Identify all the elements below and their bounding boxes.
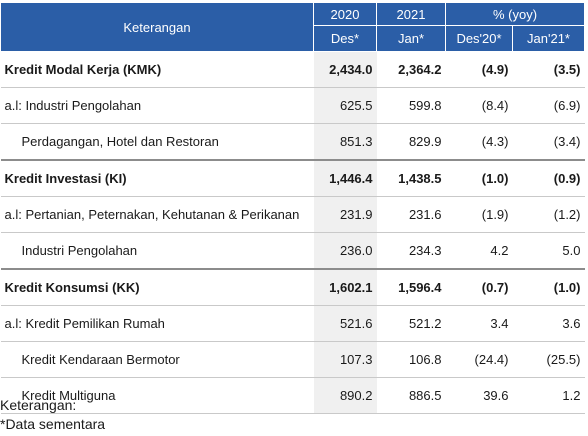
cell-yoy-dec: 3.4 xyxy=(445,305,513,342)
cell-yoy-dec: (1.9) xyxy=(445,196,513,233)
cell-yoy-jan: (3.5) xyxy=(512,51,585,88)
notes-title: Keterangan: xyxy=(0,397,77,413)
cell-2021: 599.8 xyxy=(376,87,446,124)
cell-yoy-dec: (8.4) xyxy=(445,87,513,124)
cell-2021: 2,364.2 xyxy=(376,51,446,88)
row-label: Kredit Kendaraan Bermotor xyxy=(0,341,314,378)
cell-2021: 1,596.4 xyxy=(376,269,446,306)
header-sub-2020: Des* xyxy=(313,25,377,52)
table-row: Perdagangan, Hotel dan Restoran 851.3 82… xyxy=(0,123,585,161)
row-label: Kredit Multiguna xyxy=(0,377,314,414)
cell-2021: 521.2 xyxy=(376,305,446,342)
cell-2021: 106.8 xyxy=(376,341,446,378)
cell-2021: 886.5 xyxy=(376,377,446,414)
cell-2021: 829.9 xyxy=(376,123,446,161)
row-label: Industri Pengolahan xyxy=(0,232,314,270)
cell-yoy-jan: (0.9) xyxy=(512,160,585,197)
row-label: a.l: Pertanian, Peternakan, Kehutanan & … xyxy=(0,196,314,233)
cell-2020: 521.6 xyxy=(313,305,377,342)
notes: Keterangan: *Data sementara xyxy=(0,396,105,434)
cell-2020: 2,434.0 xyxy=(313,51,377,88)
cell-yoy-jan: 1.2 xyxy=(512,377,585,414)
cell-2021: 231.6 xyxy=(376,196,446,233)
cell-2020: 890.2 xyxy=(313,377,377,414)
cell-yoy-dec: 4.2 xyxy=(445,232,513,270)
cell-2021: 1,438.5 xyxy=(376,160,446,197)
table-row-kmk: Kredit Modal Kerja (KMK) 2,434.0 2,364.2… xyxy=(0,51,585,88)
cell-2020: 1,446.4 xyxy=(313,160,377,197)
header-sub-2021: Jan* xyxy=(376,25,446,52)
cell-yoy-jan: (6.9) xyxy=(512,87,585,124)
table-row: a.l: Industri Pengolahan 625.5 599.8 (8.… xyxy=(0,87,585,124)
cell-yoy-jan: 3.6 xyxy=(512,305,585,342)
cell-yoy-jan: (25.5) xyxy=(512,341,585,378)
cell-yoy-jan: (3.4) xyxy=(512,123,585,161)
cell-yoy-jan: (1.0) xyxy=(512,269,585,306)
cell-2020: 231.9 xyxy=(313,196,377,233)
cell-2021: 234.3 xyxy=(376,232,446,270)
cell-yoy-dec: (4.3) xyxy=(445,123,513,161)
table-row: a.l: Kredit Pemilikan Rumah 521.6 521.2 … xyxy=(0,305,585,342)
row-label: Kredit Modal Kerja (KMK) xyxy=(0,51,314,88)
cell-2020: 1,602.1 xyxy=(313,269,377,306)
header-sub-yoy-dec: Des'20* xyxy=(445,25,513,52)
table-row: a.l: Pertanian, Peternakan, Kehutanan & … xyxy=(0,196,585,233)
table-row-kk: Kredit Konsumsi (KK) 1,602.1 1,596.4 (0.… xyxy=(0,269,585,306)
credit-table: Keterangan 2020 2021 % (yoy) Des* Jan* D… xyxy=(0,2,585,414)
table-header: Keterangan 2020 2021 % (yoy) Des* Jan* D… xyxy=(0,2,585,52)
row-label: Kredit Investasi (KI) xyxy=(0,160,314,197)
cell-yoy-jan: (1.2) xyxy=(512,196,585,233)
row-label: a.l: Kredit Pemilikan Rumah xyxy=(0,305,314,342)
row-label: Kredit Konsumsi (KK) xyxy=(0,269,314,306)
cell-yoy-dec: (0.7) xyxy=(445,269,513,306)
header-year-2020: 2020 xyxy=(313,2,377,26)
cell-yoy-dec: (24.4) xyxy=(445,341,513,378)
header-year-2021: 2021 xyxy=(376,2,446,26)
table-row: Kredit Kendaraan Bermotor 107.3 106.8 (2… xyxy=(0,341,585,378)
table-row-ki: Kredit Investasi (KI) 1,446.4 1,438.5 (1… xyxy=(0,160,585,197)
cell-2020: 107.3 xyxy=(313,341,377,378)
cell-2020: 851.3 xyxy=(313,123,377,161)
cell-yoy-dec: 39.6 xyxy=(445,377,513,414)
cell-yoy-dec: (4.9) xyxy=(445,51,513,88)
cell-yoy-dec: (1.0) xyxy=(445,160,513,197)
header-keterangan: Keterangan xyxy=(0,2,314,52)
table-row: Industri Pengolahan 236.0 234.3 4.2 5.0 xyxy=(0,232,585,270)
header-sub-yoy-jan: Jan'21* xyxy=(512,25,585,52)
cell-yoy-jan: 5.0 xyxy=(512,232,585,270)
header-yoy: % (yoy) xyxy=(445,2,585,26)
row-label: Perdagangan, Hotel dan Restoran xyxy=(0,123,314,161)
cell-2020: 236.0 xyxy=(313,232,377,270)
row-label: a.l: Industri Pengolahan xyxy=(0,87,314,124)
cell-2020: 625.5 xyxy=(313,87,377,124)
table-row: Kredit Multiguna 890.2 886.5 39.6 1.2 xyxy=(0,377,585,414)
notes-line: *Data sementara xyxy=(0,416,106,432)
